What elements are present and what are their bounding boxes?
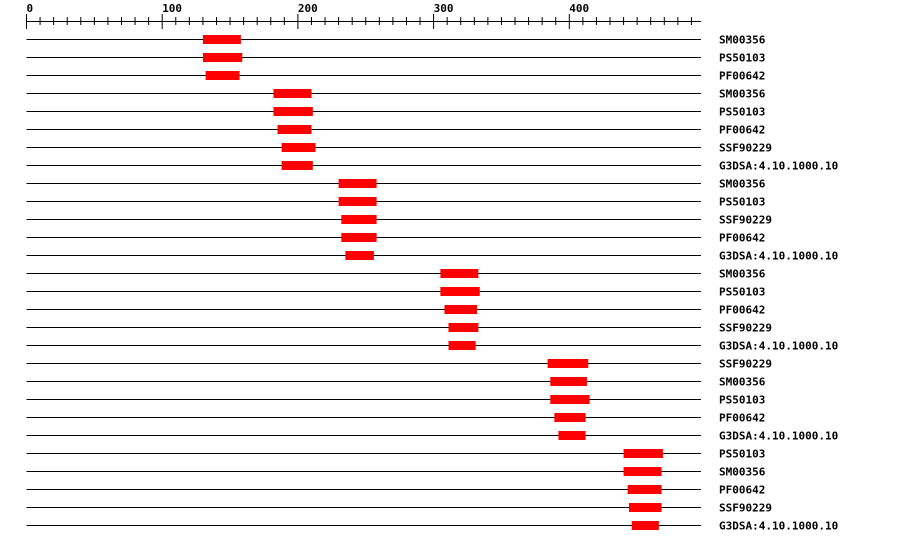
domain-bar [273,89,312,98]
track-row: PF00642 [26,70,765,83]
domain-bar [448,323,479,332]
domain-bar [202,53,243,62]
domain-label: SSF90229 [719,214,772,227]
tick-label: 400 [569,2,589,15]
domain-label: PF00642 [719,412,765,425]
track-row: PS50103 [26,106,765,119]
domain-bar [281,143,316,152]
track-row: PS50103 [26,196,765,209]
track-row: SSF90229 [26,322,772,335]
domain-label: SSF90229 [719,322,772,335]
track-row: PF00642 [26,124,765,137]
domain-bar [202,35,241,44]
domain-bar [205,71,240,80]
domain-label: SM00356 [719,34,766,47]
track-row: SM00356 [26,178,766,191]
track-row: SM00356 [26,88,766,101]
tick-label: 200 [298,2,318,15]
domain-bar [338,197,377,206]
domain-bar [550,395,590,404]
domain-label: SSF90229 [719,142,772,155]
track-row: SM00356 [26,466,766,479]
track-row: SSF90229 [26,214,772,227]
domain-bar [547,359,589,368]
domain-tracks: SM00356 PS50103 PF00642 SM00356 PS50103 PF006… [26,34,838,533]
track-row: PF00642 [26,484,765,497]
domain-bar [627,485,662,494]
domain-label: SM00356 [719,466,766,479]
domain-label: SM00356 [719,268,766,281]
domain-label: PS50103 [719,106,765,119]
domain-bar [345,251,374,260]
domain-label: SSF90229 [719,358,772,371]
domain-label: PS50103 [719,52,765,65]
domain-label: G3DSA:4.10.1000.10 [719,250,838,263]
domain-bar [448,341,476,350]
domain-label: PF00642 [719,70,765,83]
domain-label: G3DSA:4.10.1000.10 [719,520,838,533]
track-row: SM00356 [26,34,766,47]
domain-bar [440,269,479,278]
track-row: SSF90229 [26,502,772,515]
domain-label: G3DSA:4.10.1000.10 [719,430,838,443]
domain-label: G3DSA:4.10.1000.10 [719,340,838,353]
track-row: PF00642 [26,412,765,425]
domain-bar [558,431,586,440]
track-row: SM00356 [26,268,766,281]
domain-bar [631,521,659,530]
domain-label: SSF90229 [719,502,772,515]
domain-label: PF00642 [719,484,765,497]
ruler-axis: 0 100 200 300 400 [26,2,701,29]
domain-bar [440,287,480,296]
track-row: G3DSA:4.10.1000.10 [26,250,838,263]
domain-label: PF00642 [719,304,765,317]
track-row: PS50103 [26,286,765,299]
domain-label: PF00642 [719,232,765,245]
track-row: PS50103 [26,448,765,461]
domain-bar [338,179,377,188]
domain-label: G3DSA:4.10.1000.10 [719,160,838,173]
domain-bar [341,215,377,224]
tick-label: 0 [27,2,34,15]
domain-bar [444,305,478,314]
domain-bar [623,467,662,476]
track-row: G3DSA:4.10.1000.10 [26,520,838,533]
domain-label: SM00356 [719,376,766,389]
track-row: PS50103 [26,52,765,65]
track-row: G3DSA:4.10.1000.10 [26,340,838,353]
domain-label: SM00356 [719,178,766,191]
track-row: PF00642 [26,232,765,245]
track-row: PF00642 [26,304,765,317]
tick-label: 100 [162,2,182,15]
domain-label: PS50103 [719,196,765,209]
domain-bar [629,503,662,512]
domain-label: PS50103 [719,286,765,299]
domain-bar [281,161,313,170]
tick-label: 300 [434,2,454,15]
domain-bar [550,377,587,386]
track-row: G3DSA:4.10.1000.10 [26,430,838,443]
track-row: PS50103 [26,394,765,407]
domain-bar [623,449,663,458]
track-row: SSF90229 [26,358,772,371]
domain-bar [277,125,312,134]
domain-bar [554,413,586,422]
domain-bar [273,107,313,116]
domain-label: SM00356 [719,88,766,101]
track-row: SSF90229 [26,142,772,155]
track-row: SM00356 [26,376,766,389]
domain-label: PF00642 [719,124,765,137]
domain-label: PS50103 [719,394,765,407]
track-row: G3DSA:4.10.1000.10 [26,160,838,173]
domain-label: PS50103 [719,448,765,461]
domain-bar [341,233,377,242]
